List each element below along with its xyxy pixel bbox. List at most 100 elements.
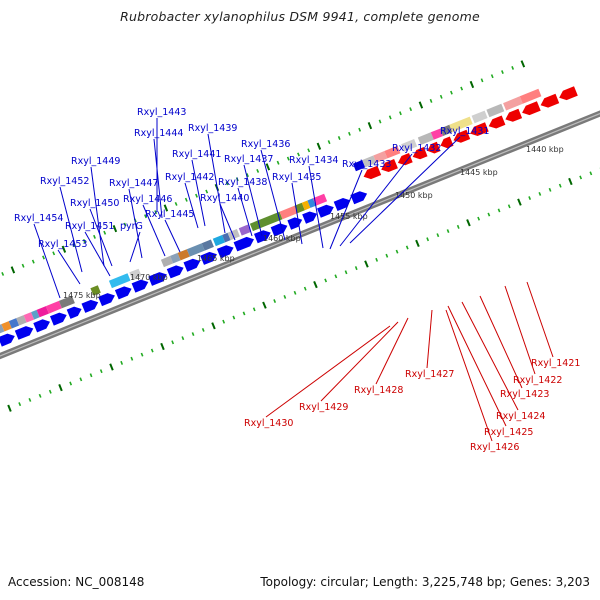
- reverse-leader-line: [526, 281, 554, 358]
- tick-mark: [112, 225, 118, 233]
- reverse-leader-line: [265, 325, 391, 418]
- reverse-cds-arrow: [505, 108, 523, 122]
- forward-leader-line: [90, 166, 105, 267]
- tick-mark: [334, 274, 338, 279]
- reverse-class-box: [362, 155, 377, 168]
- tick-mark: [388, 115, 392, 120]
- forward-cds-arrow: [66, 306, 82, 319]
- tick-mark: [123, 222, 127, 227]
- tick-mark: [246, 173, 249, 178]
- reverse-leader-line: [461, 301, 519, 411]
- tick-mark: [579, 175, 583, 180]
- forward-class-box: [58, 295, 75, 309]
- forward-gene-label: Rxyl_1451: [65, 221, 114, 232]
- forward-leader-line: [164, 219, 181, 253]
- forward-cds-arrow: [0, 333, 15, 347]
- forward-cds-arrow: [148, 272, 167, 286]
- tick-mark: [375, 257, 379, 262]
- tick-mark: [501, 70, 504, 74]
- forward-leader-line: [33, 223, 61, 299]
- reverse-gene-label: Rxyl_1421: [531, 358, 580, 369]
- tick-mark: [48, 389, 52, 394]
- forward-class-box: [312, 193, 328, 206]
- forward-class-box: [45, 300, 62, 314]
- tick-mark: [337, 136, 341, 140]
- reverse-gene-label: Rxyl_1430: [244, 418, 293, 429]
- forward-gene-label: Rxyl_1434: [289, 155, 338, 166]
- tick-mark: [436, 233, 440, 238]
- tick-mark: [171, 340, 175, 345]
- reverse-leader-line: [445, 309, 493, 442]
- reverse-cds-arrow: [470, 122, 489, 136]
- forward-gene-label: Rxyl_1438: [218, 177, 267, 188]
- forward-leader-line: [57, 249, 81, 285]
- tick-mark: [348, 131, 351, 136]
- reverse-gene-label: Rxyl_1425: [484, 427, 533, 438]
- tick-mark: [327, 140, 331, 145]
- tick-mark: [61, 245, 67, 253]
- scale-label: 1455 kbp: [330, 212, 368, 221]
- forward-cds-arrow: [254, 230, 271, 244]
- forward-gene-label: Rxyl_1441: [172, 149, 221, 160]
- forward-gene-label: Rxyl_1435: [272, 172, 321, 183]
- forward-leader-line: [237, 187, 253, 237]
- reverse-cds-arrow: [559, 86, 578, 101]
- tick-mark: [150, 348, 154, 353]
- tick-mark: [232, 315, 236, 320]
- tick-mark: [307, 148, 311, 153]
- forward-leader-line: [291, 182, 303, 245]
- accession-text: Accession: NC_008148: [8, 575, 145, 589]
- tick-mark: [191, 332, 195, 336]
- forward-class-box: [201, 239, 214, 251]
- reverse-leader-line: [479, 295, 523, 389]
- forward-leader-line: [153, 138, 163, 219]
- tick-mark: [589, 171, 593, 176]
- reverse-class-box: [373, 151, 388, 163]
- forward-class-box: [36, 306, 49, 318]
- tick-mark: [252, 307, 256, 312]
- tick-mark: [283, 295, 287, 299]
- forward-gene-label: Rxyl_1453: [38, 239, 87, 250]
- forward-gene-label: pyrG: [120, 221, 143, 232]
- forward-leader-line: [89, 208, 113, 267]
- forward-cds-arrow: [33, 319, 50, 333]
- tick-mark: [31, 259, 35, 264]
- reverse-class-box: [503, 96, 523, 111]
- tick-mark: [558, 183, 562, 188]
- reverse-cds-arrow: [440, 136, 454, 149]
- tick-mark: [163, 204, 169, 212]
- forward-cds-arrow: [287, 217, 303, 230]
- scale-label: 1475 kbp: [63, 291, 101, 300]
- forward-class-box: [227, 229, 240, 241]
- forward-class-box: [1, 321, 12, 332]
- forward-class-box: [177, 249, 190, 261]
- tick-mark: [358, 127, 362, 132]
- reverse-class-box: [471, 110, 488, 124]
- scale-label: 1460 kbp: [263, 234, 301, 243]
- tick-mark: [235, 177, 239, 182]
- forward-class-box: [186, 243, 205, 257]
- tick-mark: [276, 160, 280, 165]
- tick-mark: [507, 204, 511, 209]
- tick-mark: [38, 393, 42, 398]
- forward-leader-line: [207, 133, 226, 234]
- forward-leader-line: [308, 165, 324, 249]
- tick-mark: [354, 266, 358, 271]
- tick-mark: [222, 319, 226, 324]
- feature-tracks: [0, 86, 578, 347]
- forward-class-box: [238, 224, 251, 236]
- scale-label: 1440 kbp: [526, 145, 564, 154]
- reverse-gene-label: Rxyl_1424: [496, 411, 545, 422]
- forward-gene-label: Rxyl_1447: [109, 178, 158, 189]
- reverse-gene-label: Rxyl_1428: [354, 385, 403, 396]
- forward-leader-line: [59, 186, 83, 273]
- reverse-class-box: [430, 128, 444, 140]
- reverse-leader-line: [320, 321, 399, 402]
- tick-mark: [568, 177, 573, 186]
- forward-leader-line: [191, 159, 206, 227]
- backbone-highlight: [0, 112, 600, 357]
- tick-mark: [528, 196, 532, 200]
- reverse-class-box: [401, 139, 418, 152]
- tick-mark: [477, 216, 481, 221]
- scale-label: 1465 kbp: [197, 254, 235, 263]
